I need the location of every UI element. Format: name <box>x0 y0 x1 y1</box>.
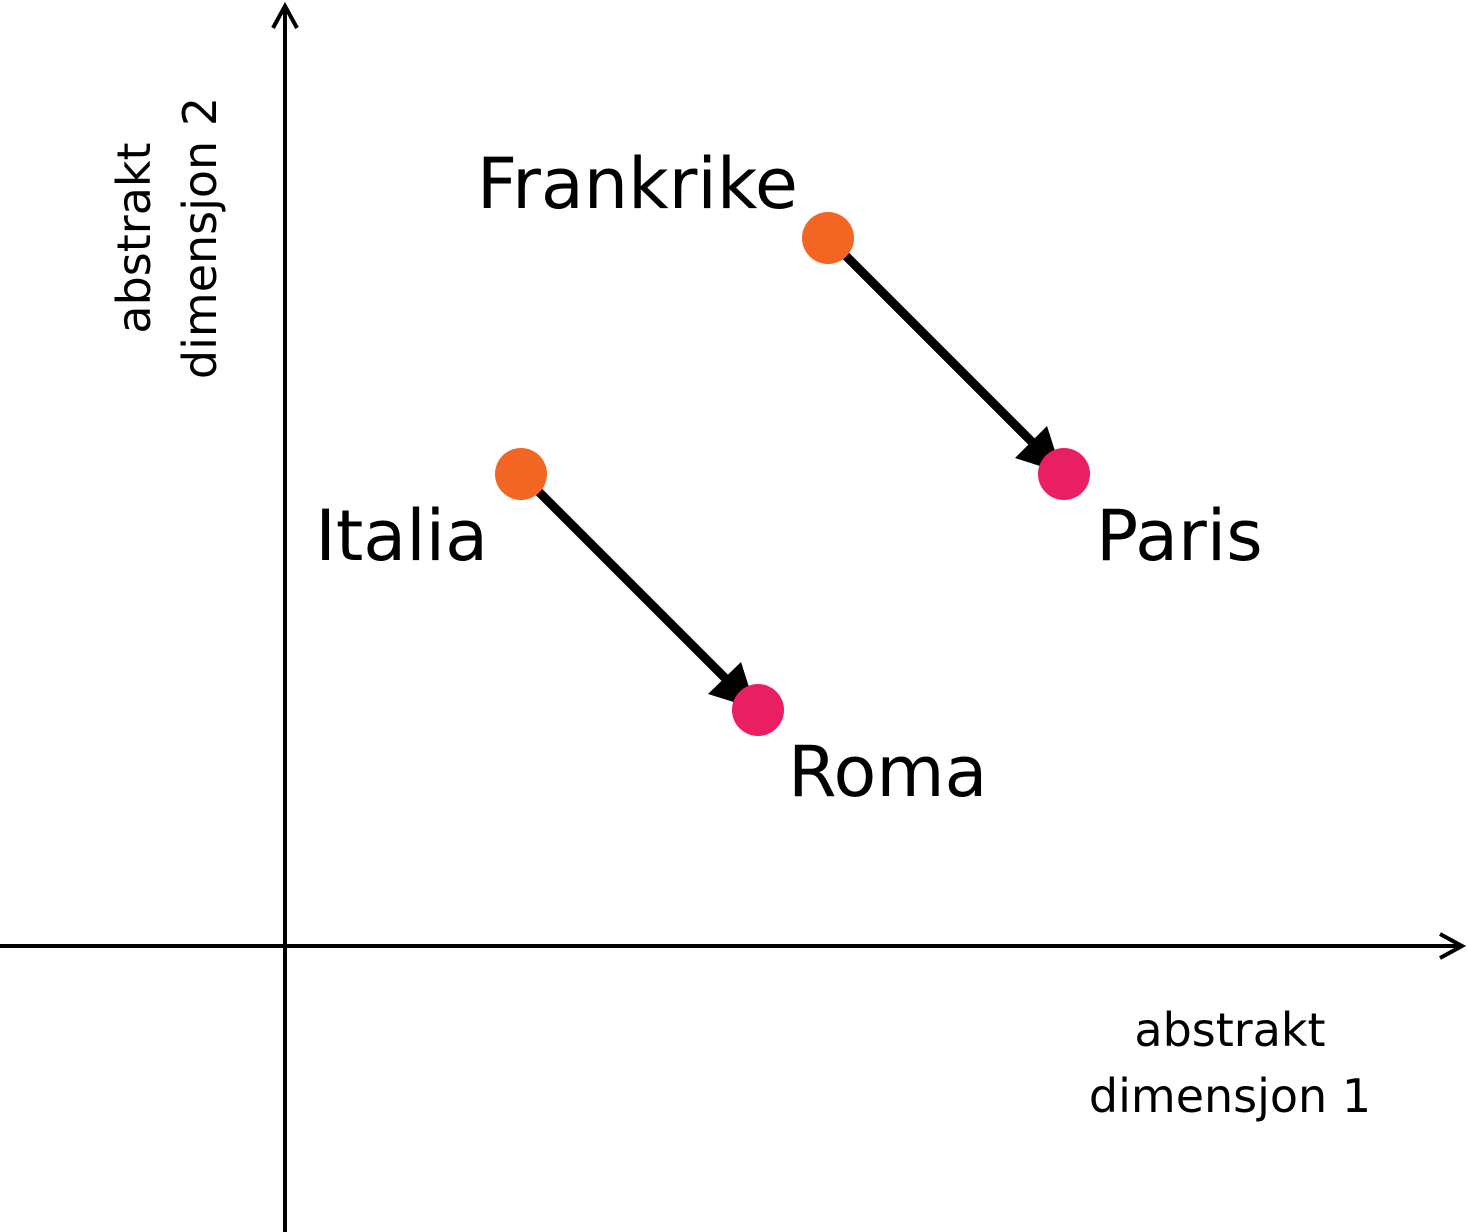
x-axis-label-line1: abstrakt <box>1134 1003 1325 1057</box>
label-italia: Italia <box>315 495 488 577</box>
x-axis-arrowhead <box>1439 932 1467 960</box>
arrow-italia-to-roma <box>516 469 756 709</box>
arrows <box>516 233 1062 709</box>
label-frankrike: Frankrike <box>477 143 798 225</box>
point-roma <box>732 684 784 736</box>
point-labels: Frankrike Paris Italia Roma <box>315 143 1262 813</box>
label-roma: Roma <box>788 731 987 813</box>
point-frankrike <box>802 212 854 264</box>
y-axis-label: abstrakt dimensjon 2 <box>107 97 227 379</box>
x-axis-label: abstrakt dimensjon 1 <box>1089 1003 1371 1123</box>
y-axis-label-line2: dimensjon 2 <box>173 97 227 379</box>
point-paris <box>1038 448 1090 500</box>
label-paris: Paris <box>1096 495 1263 577</box>
y-axis-label-line1: abstrakt <box>107 142 161 333</box>
arrow-frankrike-to-paris <box>823 233 1062 473</box>
x-axis-label-line2: dimensjon 1 <box>1089 1069 1371 1123</box>
points <box>495 212 1090 736</box>
y-axis-arrowhead <box>271 1 299 29</box>
arrow-shaft <box>823 233 1041 451</box>
arrow-shaft <box>516 469 734 687</box>
point-italia <box>495 448 547 500</box>
